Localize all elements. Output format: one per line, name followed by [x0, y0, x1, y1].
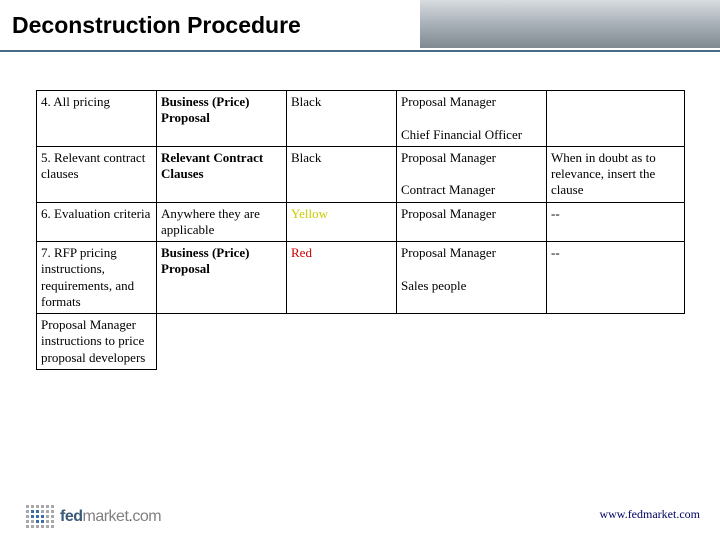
cell-item: Proposal Manager instructions to price p…	[37, 314, 157, 370]
table-row: 4. All pricingBusiness (Price) ProposalB…	[37, 91, 685, 147]
cell-item: 6. Evaluation criteria	[37, 202, 157, 242]
procedure-table: 4. All pricingBusiness (Price) ProposalB…	[36, 90, 684, 370]
cell-color: Red	[287, 242, 397, 314]
cell-note: --	[547, 202, 685, 242]
cell-owner: Proposal Manager Chief Financial Officer	[397, 91, 547, 147]
logo-market: market	[83, 508, 129, 525]
cell-color: Black	[287, 146, 397, 202]
table-row: 5. Relevant contract clausesRelevant Con…	[37, 146, 685, 202]
cell-item: 4. All pricing	[37, 91, 157, 147]
empty-cell	[397, 314, 547, 370]
table-row: 7. RFP pricing instructions, requirement…	[37, 242, 685, 314]
title-underline	[0, 50, 720, 52]
cell-note: When in doubt as to relevance, insert th…	[547, 146, 685, 202]
empty-cell	[157, 314, 287, 370]
empty-cell	[287, 314, 397, 370]
empty-cell	[547, 314, 685, 370]
fedmarket-logo: fedmarket.com	[26, 505, 161, 528]
cell-color: Black	[287, 91, 397, 147]
logo-fed: fed	[60, 508, 83, 525]
cell-item: 5. Relevant contract clauses	[37, 146, 157, 202]
cell-owner: Proposal Manager Contract Manager	[397, 146, 547, 202]
logo-text: fedmarket.com	[60, 508, 161, 526]
page-title: Deconstruction Procedure	[12, 12, 301, 39]
logo-com: com	[132, 508, 161, 525]
cell-note	[547, 91, 685, 147]
cell-note: --	[547, 242, 685, 314]
cell-color: Yellow	[287, 202, 397, 242]
cell-target: Anywhere they are applicable	[157, 202, 287, 242]
cell-target: Business (Price) Proposal	[157, 242, 287, 314]
table-row: 6. Evaluation criteriaAnywhere they are …	[37, 202, 685, 242]
header-banner-image	[420, 0, 720, 48]
cell-owner: Proposal Manager	[397, 202, 547, 242]
cell-owner: Proposal Manager Sales people	[397, 242, 547, 314]
logo-dot-grid-icon	[26, 505, 54, 528]
cell-item: 7. RFP pricing instructions, requirement…	[37, 242, 157, 314]
table-row: Proposal Manager instructions to price p…	[37, 314, 685, 370]
footer-url: www.fedmarket.com	[599, 507, 700, 522]
slide: Deconstruction Procedure 4. All pricingB…	[0, 0, 720, 540]
cell-target: Business (Price) Proposal	[157, 91, 287, 147]
cell-target: Relevant Contract Clauses	[157, 146, 287, 202]
